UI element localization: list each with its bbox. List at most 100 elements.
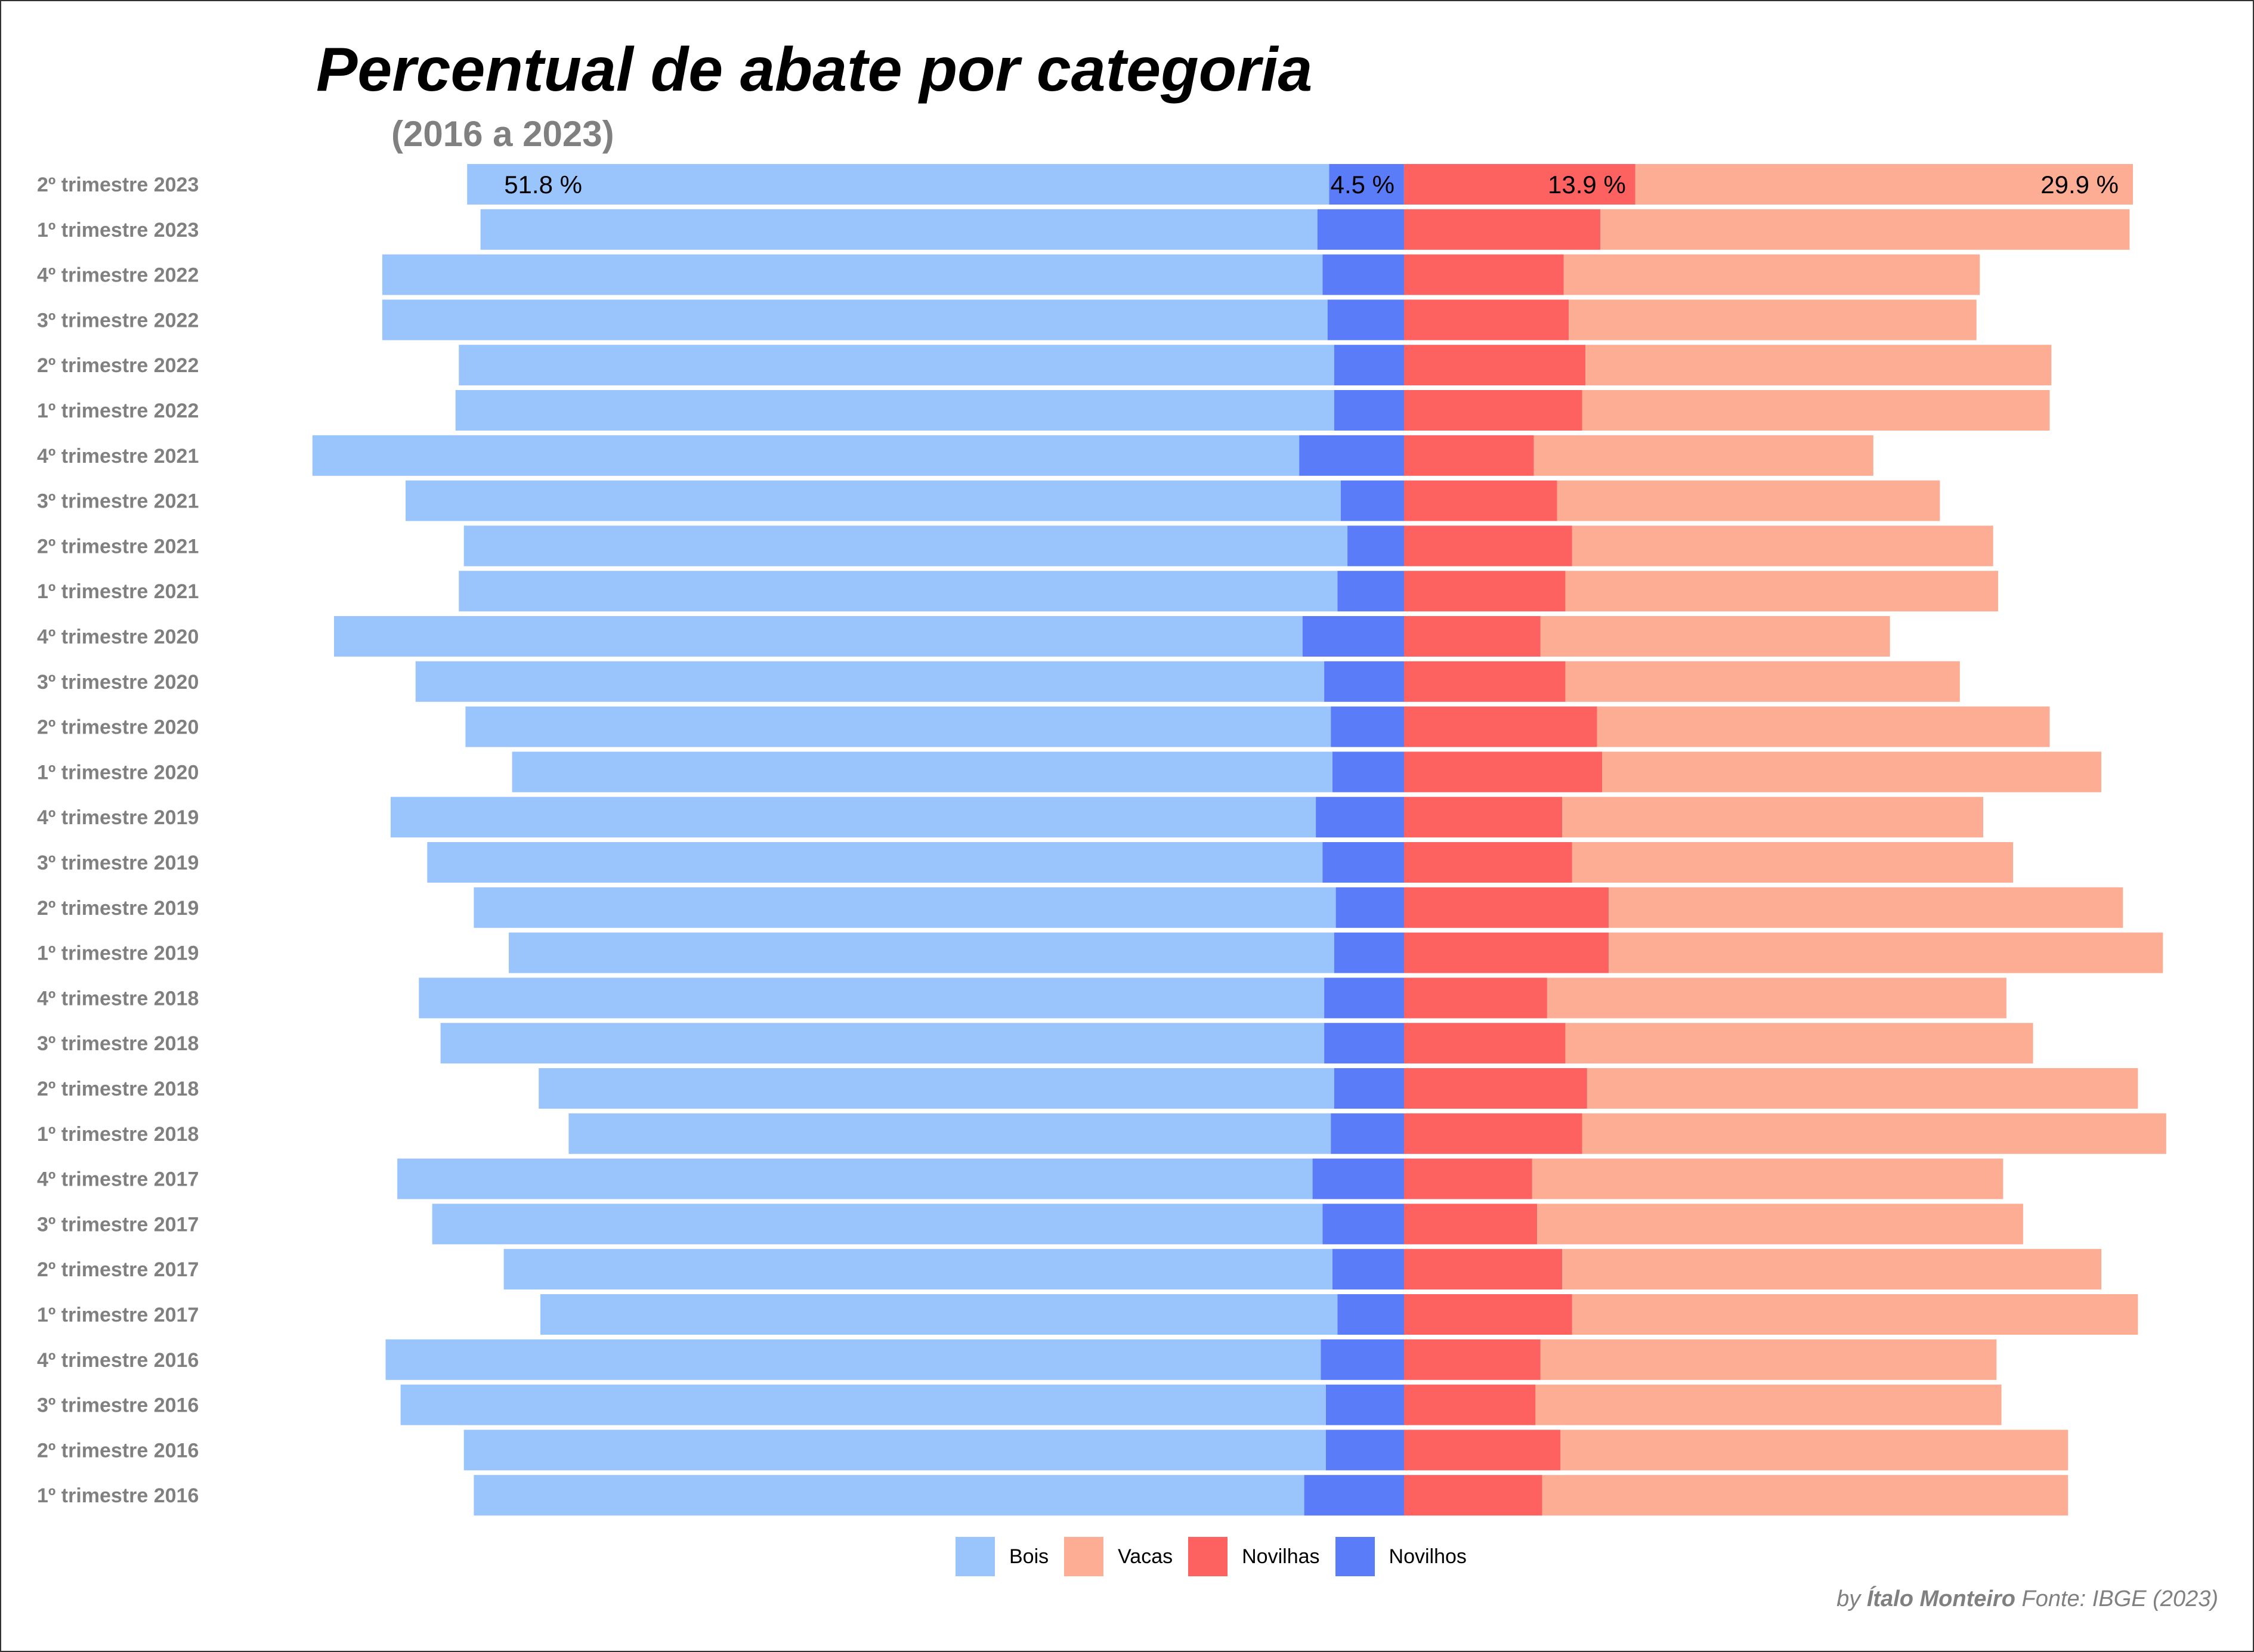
bar-vacas xyxy=(1562,1249,2102,1290)
bar-vacas xyxy=(1572,842,2014,883)
bar-novilhas xyxy=(1404,390,1582,431)
bar-novilhas xyxy=(1404,480,1557,521)
bar-novilhos xyxy=(1331,706,1404,747)
bar-novilhas xyxy=(1404,1113,1582,1154)
legend-item-novilhas: Novilhas xyxy=(1188,1537,1320,1576)
y-tick-label: 2º trimestre 2019 xyxy=(37,897,199,920)
bars-layer xyxy=(312,164,2166,1516)
y-tick-label: 2º trimestre 2016 xyxy=(37,1439,199,1462)
bar-vacas xyxy=(1542,1475,2069,1516)
legend-item-novilhos: Novilhos xyxy=(1335,1537,1467,1576)
bar-novilhas xyxy=(1404,254,1564,295)
bar-bois xyxy=(385,1339,1321,1380)
bar-vacas xyxy=(1537,1204,2023,1245)
data-label-novilhos: 4.5 % xyxy=(1331,171,1395,199)
bar-bois xyxy=(382,299,1328,341)
bar-novilhas xyxy=(1404,1384,1536,1425)
bar-bois xyxy=(419,977,1325,1019)
legend-swatch-bois xyxy=(956,1537,995,1576)
bar-novilhos xyxy=(1325,1384,1404,1425)
bar-vacas xyxy=(1597,706,2050,747)
legend-swatch-vacas xyxy=(1064,1537,1104,1576)
bar-novilhos xyxy=(1337,571,1404,612)
chart-subtitle: (2016 a 2023) xyxy=(391,114,614,154)
bar-novilhas xyxy=(1404,1249,1563,1290)
y-tick-label: 3º trimestre 2020 xyxy=(37,671,199,694)
y-tick-label: 4º trimestre 2020 xyxy=(37,626,199,648)
y-tick-label: 3º trimestre 2017 xyxy=(37,1213,199,1236)
bar-vacas xyxy=(1609,887,2123,928)
bar-novilhas xyxy=(1404,1430,1561,1471)
y-tick-label: 2º trimestre 2022 xyxy=(37,354,199,377)
bar-bois xyxy=(568,1113,1331,1154)
bar-bois xyxy=(503,1249,1332,1290)
bar-bois xyxy=(390,797,1316,838)
y-tick-label: 1º trimestre 2018 xyxy=(37,1123,199,1146)
bar-novilhos xyxy=(1332,1249,1404,1290)
bar-novilhas xyxy=(1404,1294,1572,1335)
bar-novilhos xyxy=(1334,932,1404,973)
caption-author: Ítalo Monteiro xyxy=(1866,1586,2015,1611)
legend-swatch-novilhas xyxy=(1188,1537,1228,1576)
bar-novilhas xyxy=(1404,932,1609,973)
bar-vacas xyxy=(1547,977,2006,1019)
y-tick-label: 1º trimestre 2020 xyxy=(37,761,199,784)
y-tick-label: 4º trimestre 2022 xyxy=(37,264,199,287)
bar-vacas xyxy=(1569,299,1977,341)
bar-novilhos xyxy=(1322,254,1404,295)
bar-bois xyxy=(474,887,1336,928)
bar-novilhos xyxy=(1324,661,1404,702)
bar-bois xyxy=(512,751,1333,793)
bar-novilhas xyxy=(1404,706,1597,747)
bar-novilhas xyxy=(1404,299,1569,341)
bar-bois xyxy=(406,480,1341,521)
bar-novilhas xyxy=(1404,797,1563,838)
bar-bois xyxy=(455,390,1334,431)
bar-novilhas xyxy=(1404,887,1609,928)
bar-bois xyxy=(400,1384,1326,1425)
bar-bois xyxy=(463,525,1348,567)
bar-bois xyxy=(459,345,1334,386)
caption: by Ítalo Monteiro Fonte: IBGE (2023) xyxy=(1836,1586,2218,1612)
bar-bois xyxy=(312,435,1300,476)
bar-novilhas xyxy=(1404,164,1635,205)
data-label-novilhas: 13.9 % xyxy=(1548,171,1626,199)
legend-item-vacas: Vacas xyxy=(1064,1537,1173,1576)
bar-novilhos xyxy=(1324,1023,1404,1064)
bar-vacas xyxy=(1533,435,1873,476)
bar-bois xyxy=(539,1068,1334,1109)
bar-novilhas xyxy=(1404,751,1602,793)
bar-novilhas xyxy=(1404,842,1572,883)
bar-vacas xyxy=(1557,480,1940,521)
bar-bois xyxy=(415,661,1325,702)
y-tick-label: 3º trimestre 2016 xyxy=(37,1394,199,1417)
y-tick-label: 1º trimestre 2023 xyxy=(37,219,199,242)
bar-novilhas xyxy=(1404,1475,1542,1516)
bar-novilhos xyxy=(1322,842,1404,883)
caption-source: Fonte: IBGE (2023) xyxy=(2021,1586,2219,1611)
bar-novilhas xyxy=(1404,661,1566,702)
bar-vacas xyxy=(1582,1113,2166,1154)
legend: Bois Vacas Novilhas Novilhos xyxy=(956,1537,1482,1576)
bar-novilhas xyxy=(1404,1068,1587,1109)
legend-label-bois: Bois xyxy=(1009,1545,1049,1568)
bar-novilhas xyxy=(1404,345,1586,386)
bar-vacas xyxy=(1585,345,2052,386)
bar-novilhos xyxy=(1331,1113,1404,1154)
bar-bois xyxy=(463,1430,1326,1471)
bar-novilhos xyxy=(1299,435,1404,476)
bar-vacas xyxy=(1540,1339,1997,1380)
bar-bois xyxy=(382,254,1323,295)
caption-by: by xyxy=(1836,1586,1861,1611)
y-tick-label: 4º trimestre 2018 xyxy=(37,987,199,1010)
y-tick-label: 3º trimestre 2018 xyxy=(37,1032,199,1055)
y-tick-label: 2º trimestre 2023 xyxy=(37,174,199,196)
bar-novilhos xyxy=(1347,525,1404,567)
data-label-vacas: 29.9 % xyxy=(2040,171,2119,199)
y-tick-label: 3º trimestre 2019 xyxy=(37,852,199,874)
bar-novilhos xyxy=(1334,345,1404,386)
bar-novilhos xyxy=(1322,1204,1404,1245)
y-tick-label: 1º trimestre 2016 xyxy=(37,1484,199,1507)
legend-label-vacas: Vacas xyxy=(1118,1545,1173,1568)
y-tick-label: 1º trimestre 2019 xyxy=(37,942,199,965)
